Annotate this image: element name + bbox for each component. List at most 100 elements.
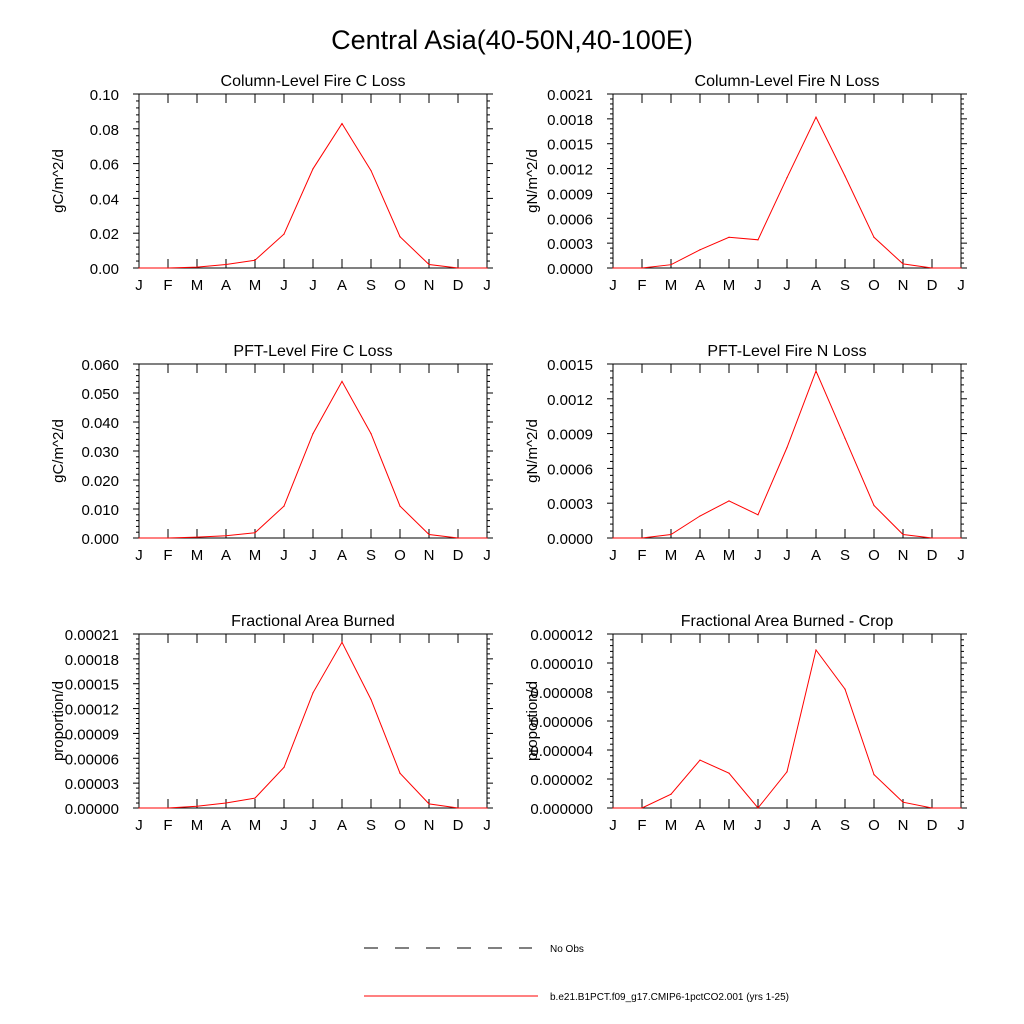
x-tick-label: J [280, 547, 288, 564]
x-tick-label: M [723, 547, 736, 564]
x-tick-label: N [898, 547, 909, 564]
x-tick-label: M [191, 817, 204, 834]
x-tick-label: D [927, 817, 938, 834]
data-point [428, 263, 430, 266]
data-point [341, 380, 343, 382]
x-tick-label: M [249, 547, 262, 564]
x-tick-label: O [868, 547, 880, 564]
x-tick-label: S [840, 547, 850, 564]
x-tick-label: D [453, 817, 464, 834]
data-point [873, 504, 875, 507]
data-point [728, 772, 730, 774]
data-point [815, 649, 817, 651]
panel-title: PFT-Level Fire N Loss [707, 343, 866, 360]
y-tick-label: 0.06 [90, 157, 119, 174]
panel-title: PFT-Level Fire C Loss [233, 343, 392, 360]
y-tick-label: 0.000002 [530, 772, 593, 789]
x-tick-label: M [723, 277, 736, 294]
x-tick-label: A [695, 817, 705, 834]
x-tick-label: O [394, 547, 406, 564]
x-tick-label: D [927, 277, 938, 294]
x-tick-label: A [811, 277, 821, 294]
data-point [786, 177, 788, 179]
x-tick-label: A [695, 277, 705, 294]
y-tick-label: 0.000008 [530, 685, 593, 702]
y-tick-label: 0.10 [90, 87, 119, 104]
data-point [486, 537, 488, 539]
data-point [931, 537, 933, 539]
panel-5: J F M A M J J A S O N D J0.000000.000030.000060.0000… [50, 613, 493, 834]
x-tick-label: A [221, 277, 231, 294]
data-point [844, 688, 846, 690]
legend: No Obs b.e21.B1PCT.f09_g17.CMIP6-1pctCO2… [364, 944, 789, 1003]
data-point [699, 759, 701, 761]
y-tick-label: 0.0003 [547, 236, 593, 253]
x-tick-label: F [637, 547, 646, 564]
x-tick-label: A [695, 547, 705, 564]
data-point [312, 433, 314, 435]
y-tick-label: 0.02 [90, 226, 119, 243]
data-point [757, 807, 759, 809]
data-point [670, 533, 672, 536]
x-tick-label: N [424, 817, 435, 834]
x-tick-label: J [280, 817, 288, 834]
x-tick-label: O [868, 277, 880, 294]
x-tick-label: N [898, 277, 909, 294]
y-tick-label: 0.0015 [547, 137, 593, 154]
data-point [902, 801, 904, 803]
x-tick-label: J [754, 547, 762, 564]
data-point [225, 263, 227, 266]
data-point [960, 267, 962, 269]
y-tick-label: 0.000000 [530, 801, 593, 818]
y-axis-label: proportion/d [524, 681, 541, 761]
data-point [457, 267, 459, 269]
x-tick-label: M [723, 817, 736, 834]
legend-case-label: b.e21.B1PCT.f09_g17.CMIP6-1pctCO2.001 (y… [550, 992, 789, 1003]
x-tick-label: A [337, 277, 347, 294]
y-tick-label: 0.0009 [547, 427, 593, 444]
x-tick-label: M [191, 277, 204, 294]
data-point [728, 236, 730, 238]
y-tick-label: 0.030 [81, 444, 119, 461]
data-point [612, 267, 614, 269]
y-tick-label: 0.050 [81, 386, 119, 403]
y-tick-label: 0.000006 [530, 714, 593, 731]
y-tick-label: 0.0000 [547, 531, 593, 548]
y-tick-label: 0.00018 [65, 652, 119, 669]
y-axis-label: gC/m^2/d [50, 149, 67, 213]
data-point [428, 803, 430, 805]
x-tick-label: J [135, 817, 143, 834]
data-point [370, 433, 372, 435]
x-tick-label: F [163, 277, 172, 294]
y-tick-label: 0.020 [81, 473, 119, 490]
x-tick-label: N [898, 817, 909, 834]
data-point [786, 446, 788, 449]
data-point [815, 370, 817, 372]
x-tick-label: J [280, 277, 288, 294]
data-point [341, 122, 343, 125]
x-tick-label: M [665, 817, 678, 834]
x-tick-label: F [637, 817, 646, 834]
y-axis-label: proportion/d [50, 681, 67, 761]
panels: J F M A M J J A S O N D J0.000.020.040.060.080.10Col… [50, 73, 967, 834]
data-point [138, 267, 140, 269]
y-tick-label: 0.010 [81, 502, 119, 519]
data-point [196, 536, 198, 538]
data-point [283, 766, 285, 769]
x-tick-label: O [394, 817, 406, 834]
data-point [641, 537, 643, 539]
x-tick-label: J [135, 547, 143, 564]
data-point [486, 267, 488, 269]
x-tick-label: J [309, 817, 317, 834]
y-tick-label: 0.0015 [547, 357, 593, 374]
data-point [960, 537, 962, 539]
x-tick-label: M [665, 277, 678, 294]
panel-title: Column-Level Fire C Loss [221, 73, 406, 90]
y-tick-label: 0.0009 [547, 186, 593, 203]
data-point [370, 169, 372, 172]
x-tick-label: A [811, 547, 821, 564]
y-tick-label: 0.00000 [65, 801, 119, 818]
x-tick-label: M [249, 277, 262, 294]
panel-title: Fractional Area Burned [231, 613, 395, 630]
y-tick-label: 0.08 [90, 122, 119, 139]
